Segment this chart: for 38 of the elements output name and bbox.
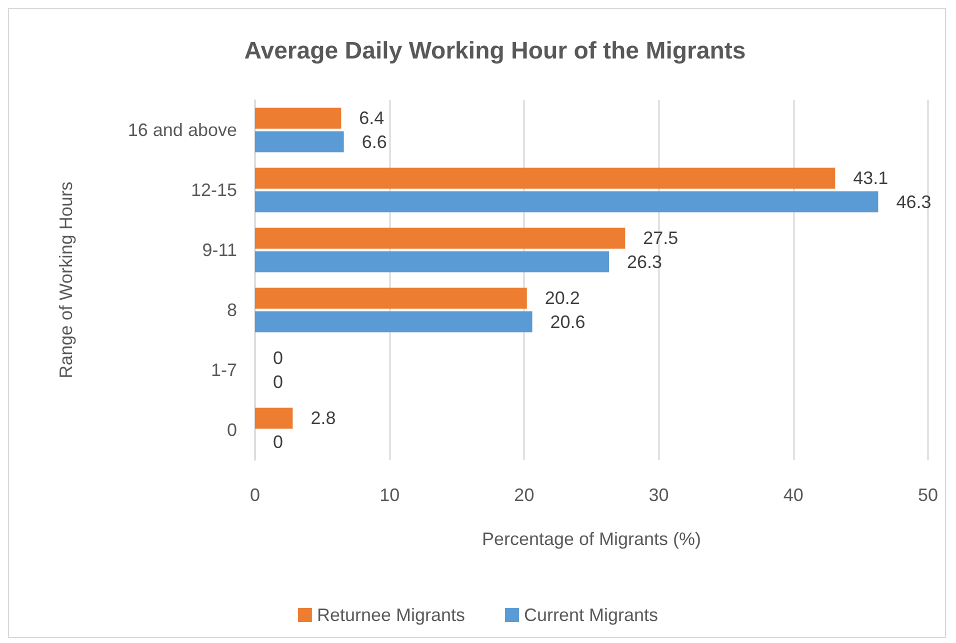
x-tick-label: 40 xyxy=(783,485,804,505)
data-label: 27.5 xyxy=(643,228,678,248)
y-tick-label: 1-7 xyxy=(210,360,237,380)
x-tick-label: 0 xyxy=(250,485,260,505)
y-tick-label: 16 and above xyxy=(128,120,237,140)
x-tick-label: 30 xyxy=(648,485,669,505)
bar xyxy=(255,131,344,152)
legend-label: Current Migrants xyxy=(524,605,658,625)
x-tick-label: 50 xyxy=(918,485,938,505)
data-label: 46.3 xyxy=(896,192,932,212)
y-tick-label: 0 xyxy=(226,420,237,440)
data-label: 0 xyxy=(273,348,284,368)
legend-label: Returnee Migrants xyxy=(316,605,466,625)
data-label: 0 xyxy=(273,372,284,392)
data-label: 43.1 xyxy=(853,168,888,188)
bar xyxy=(255,311,532,332)
x-tick-label: 20 xyxy=(514,485,534,505)
data-label: 6.6 xyxy=(362,132,387,152)
y-tick-label: 9-11 xyxy=(202,240,237,260)
x-tick-label: 10 xyxy=(380,485,400,505)
data-label: 26.3 xyxy=(627,252,662,272)
bar xyxy=(255,288,527,309)
bar xyxy=(255,168,836,189)
data-label: 20.2 xyxy=(544,288,580,308)
data-label: 2.8 xyxy=(310,408,336,428)
bar xyxy=(255,108,342,129)
data-label: 20.6 xyxy=(550,312,586,332)
chart-title: Average Daily Working Hour of the Migrants xyxy=(244,38,746,64)
bar xyxy=(255,228,626,249)
bar xyxy=(255,191,878,212)
data-label: 6.4 xyxy=(359,108,384,128)
data-label: 0 xyxy=(273,432,284,452)
y-axis-title: Range of Working Hours xyxy=(56,182,76,378)
y-tick-label: 8 xyxy=(226,300,237,320)
bar xyxy=(255,408,293,429)
x-axis-title: Percentage of Migrants (%) xyxy=(482,529,702,549)
y-tick-label: 12-15 xyxy=(190,180,237,200)
bar xyxy=(255,251,609,272)
